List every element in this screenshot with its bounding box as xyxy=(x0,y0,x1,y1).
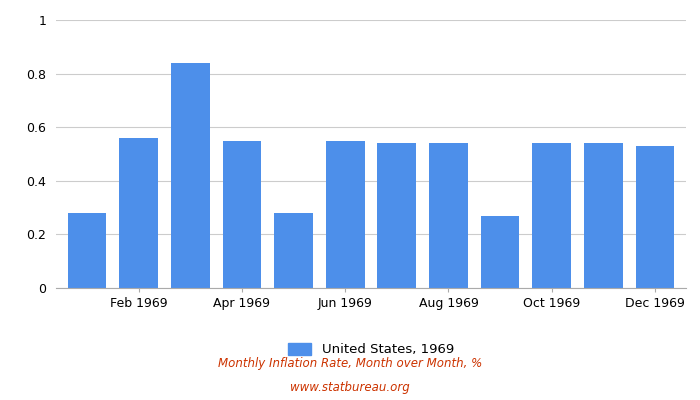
Bar xyxy=(533,143,571,288)
Bar xyxy=(636,146,674,288)
Bar xyxy=(171,63,209,288)
Bar xyxy=(429,143,468,288)
Bar xyxy=(68,213,106,288)
Bar xyxy=(223,140,261,288)
Text: www.statbureau.org: www.statbureau.org xyxy=(290,382,410,394)
Bar xyxy=(326,140,365,288)
Bar xyxy=(377,143,416,288)
Bar xyxy=(584,143,623,288)
Bar xyxy=(274,213,313,288)
Legend: United States, 1969: United States, 1969 xyxy=(288,343,454,356)
Text: Monthly Inflation Rate, Month over Month, %: Monthly Inflation Rate, Month over Month… xyxy=(218,358,482,370)
Bar xyxy=(481,216,519,288)
Bar xyxy=(119,138,158,288)
